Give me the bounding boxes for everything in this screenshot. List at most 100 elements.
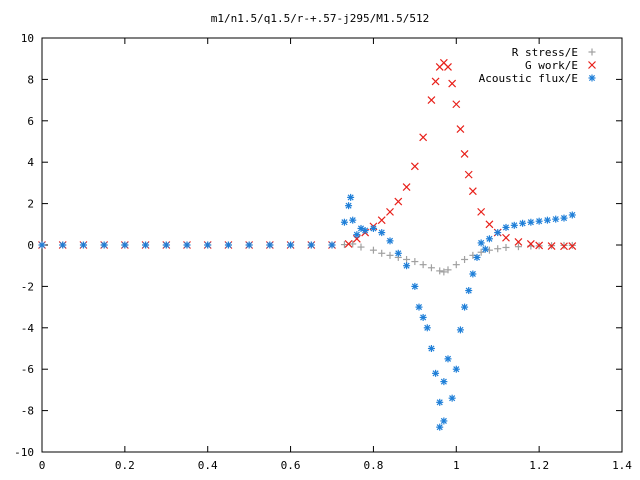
data-point [432,369,440,377]
data-point [224,241,232,249]
data-point [514,237,523,246]
data-point [266,241,274,249]
x-tick-label: 0 [39,459,46,472]
data-point [162,241,170,249]
data-point [477,239,485,247]
data-point [357,243,365,251]
x-tick-label: 0.6 [281,459,301,472]
y-tick-label: 2 [27,198,34,211]
data-point [444,355,452,363]
data-point [452,365,460,373]
legend-marker [588,74,596,82]
data-point [423,324,431,332]
data-point [547,242,556,250]
data-point [485,235,493,243]
data-point [394,197,403,206]
data-point [469,270,477,278]
data-point [535,241,544,250]
data-point [510,221,518,229]
data-point [456,125,465,134]
data-point [369,246,377,254]
series-3 [38,193,576,431]
x-tick-label: 0.2 [115,459,135,472]
data-point [568,211,576,219]
data-point [444,266,452,274]
x-tick-label: 1.4 [612,459,632,472]
data-point [419,261,427,269]
data-point [394,249,402,257]
data-point [183,241,191,249]
data-point [361,227,369,235]
y-tick-label: 4 [27,156,34,169]
y-tick-label: -10 [14,446,34,459]
data-point [461,255,469,263]
data-point [560,242,568,251]
data-point [440,378,448,386]
data-point [464,170,473,179]
data-point [477,207,486,216]
data-point [440,268,448,276]
series-2 [38,58,577,251]
data-point [460,149,469,158]
data-point [427,345,435,352]
data-point [403,262,411,270]
data-point [411,282,419,290]
data-point [481,245,489,253]
data-point [456,326,464,334]
data-point [386,251,394,259]
data-point [419,133,428,142]
data-point [543,216,551,224]
x-tick-label: 0.4 [198,459,218,472]
data-point [345,202,353,210]
chart-title: m1/n1.5/q1.5/r-+.57-j295/M1.5/512 [211,12,430,25]
series-1 [38,240,576,276]
data-point [502,233,510,242]
data-point [349,216,357,224]
data-point [245,241,253,249]
data-point [468,187,477,196]
data-point [448,79,457,88]
data-point [440,417,448,425]
x-tick-label: 1.2 [529,459,549,472]
data-point [410,162,419,171]
data-point [552,215,560,223]
data-point [378,249,386,257]
data-point [344,240,353,248]
legend-label: Acoustic flux/E [479,72,578,85]
data-point [436,398,444,406]
data-point [340,241,348,249]
ticks-layer: 0 0.2 0.4 0.6 0.8 1 1.2 1.4 -10 -8 -6 -4 -2 0 2 4 6 8 10 [14,32,632,472]
data-point [527,218,535,226]
data-point [526,240,535,248]
data-point [473,253,481,261]
data-point [494,229,502,237]
data-point [79,241,87,249]
y-tick-label: 10 [21,32,34,45]
legend-label: G work/E [525,59,578,72]
data-point [419,313,427,321]
data-point [431,77,440,86]
x-tick-label: 1 [453,459,460,472]
data-point [328,241,336,249]
data-point [411,258,419,266]
data-point [502,243,510,251]
data-point [519,219,527,227]
data-point [452,261,460,269]
data-point [347,193,355,201]
data-point [59,241,67,249]
legend-label: R stress/E [512,46,578,59]
data-point [514,243,522,251]
data-point [142,241,150,249]
data-point [38,241,46,249]
data-point [204,241,212,249]
x-tick-label: 0.8 [363,459,383,472]
data-point [560,214,568,222]
data-point [307,241,315,249]
y-tick-label: 0 [27,239,34,252]
data-point [369,224,377,232]
data-point [121,241,129,249]
y-tick-label: 6 [27,115,34,128]
